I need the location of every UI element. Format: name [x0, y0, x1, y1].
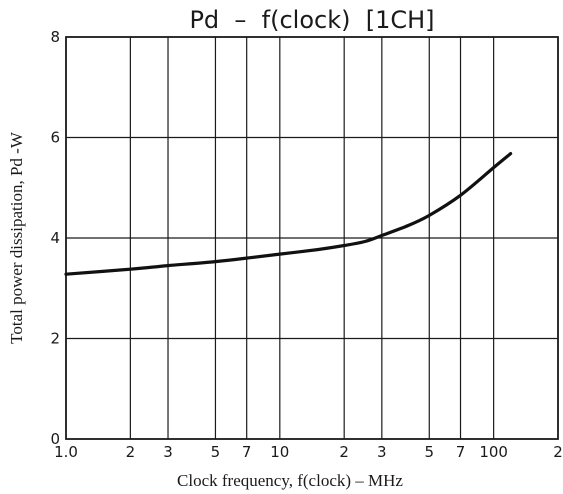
- x-tick-label: 10: [270, 443, 289, 461]
- y-axis-label: Total power dissipation, Pd -W: [7, 131, 26, 344]
- x-tick-label: 2: [553, 443, 563, 461]
- plot-frame: [65, 36, 559, 440]
- power-curve: [64, 152, 513, 276]
- y-tick-labels: 0 2 4 6 8: [50, 28, 60, 448]
- x-tick-label: 2: [339, 443, 349, 461]
- x-tick-label: 7: [456, 443, 466, 461]
- x-tick-label: 3: [163, 443, 173, 461]
- y-tick-label: 4: [50, 229, 60, 247]
- x-axis-label: Clock frequency, f(clock) – MHz: [177, 471, 403, 490]
- x-tick-labels: 1.0 2 3 5 7 10 2 3 5 7 100 2: [54, 443, 563, 461]
- x-tick-label: 2: [126, 443, 136, 461]
- x-tick-label: 5: [211, 443, 221, 461]
- y-tick-label: 2: [50, 330, 60, 348]
- grid-layer: [66, 37, 558, 439]
- x-tick-label: 100: [479, 443, 508, 461]
- y-tick-label: 8: [50, 28, 60, 46]
- y-tick-label: 0: [50, 430, 60, 448]
- x-tick-label: 3: [377, 443, 387, 461]
- x-tick-label: 1.0: [54, 443, 78, 461]
- x-tick-label: 5: [424, 443, 434, 461]
- chart-title: Pd – f(clock) [1CH]: [189, 6, 434, 34]
- x-tick-label: 7: [242, 443, 252, 461]
- curve-layer: [64, 152, 513, 276]
- y-tick-label: 6: [50, 129, 60, 147]
